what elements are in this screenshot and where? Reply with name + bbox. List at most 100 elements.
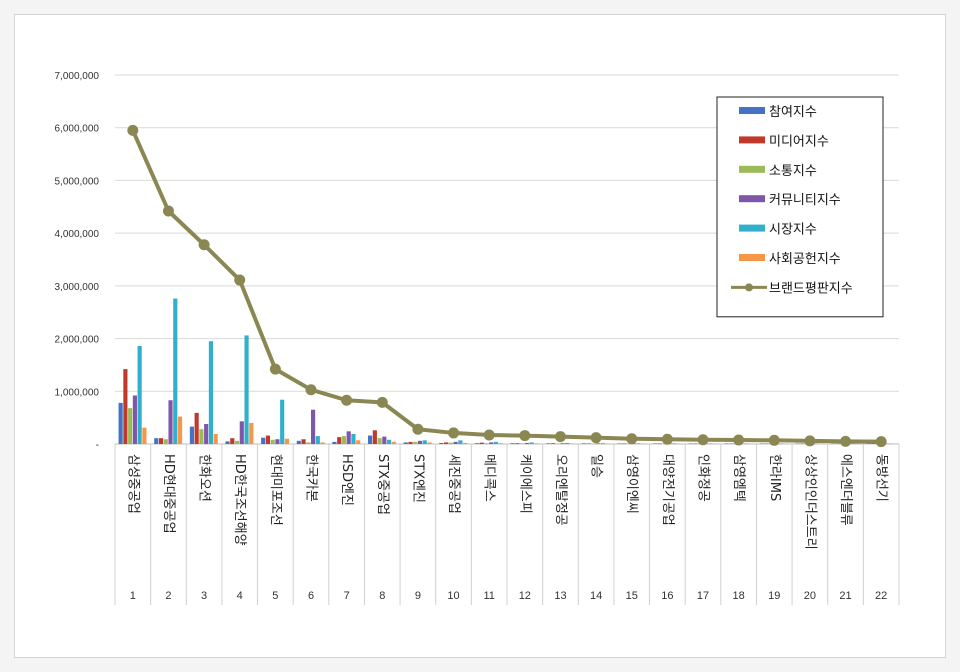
bar-참여지수 bbox=[332, 441, 337, 444]
bar-커뮤니티지수 bbox=[204, 423, 209, 444]
legend-label: 사회공헌지수 bbox=[769, 252, 841, 267]
bar-시장지수 bbox=[743, 443, 748, 444]
bar-커뮤니티지수 bbox=[382, 436, 387, 444]
y-tick-label: 5,000,000 bbox=[55, 176, 100, 187]
rank-label: 6 bbox=[308, 590, 314, 602]
bar-참여지수 bbox=[474, 443, 480, 444]
rank-label: 14 bbox=[590, 590, 602, 602]
bar-소통지수 bbox=[128, 408, 133, 444]
point-브랜드평판지수 bbox=[234, 274, 246, 286]
bar-커뮤니티지수 bbox=[560, 443, 565, 444]
bar-미디어지수 bbox=[550, 443, 556, 444]
category-label: 메디콕스 bbox=[482, 454, 497, 502]
rank-label: 7 bbox=[344, 590, 350, 602]
bar-참여지수 bbox=[261, 437, 266, 444]
bar-시장지수 bbox=[529, 442, 534, 444]
bar-소통지수 bbox=[270, 439, 275, 444]
y-tick-label: 1,000,000 bbox=[55, 387, 100, 398]
category-label: 삼영엠텍 bbox=[731, 454, 746, 502]
category-label: 오리엔탈정공 bbox=[553, 454, 568, 526]
point-브랜드평판지수 bbox=[554, 431, 566, 443]
bar-미디어지수 bbox=[337, 437, 342, 444]
legend-swatch bbox=[739, 165, 765, 173]
bar-사회공헌지수 bbox=[569, 443, 575, 444]
category-label: 한라IMS bbox=[767, 454, 782, 501]
rank-label: 13 bbox=[554, 590, 566, 602]
y-tick-label: 2,000,000 bbox=[55, 335, 100, 346]
point-브랜드평판지수 bbox=[376, 396, 388, 408]
brand-reputation-chart: - 1,000,000 2,000,000 3,000,000 4,000,000 5,0… bbox=[55, 71, 900, 605]
point-브랜드평판지수 bbox=[661, 433, 673, 445]
legend-label: 브랜드평판지수 bbox=[769, 281, 853, 296]
bar-커뮤니티지수 bbox=[453, 441, 458, 444]
bar-소통지수 bbox=[341, 436, 347, 444]
bar-시장지수 bbox=[779, 443, 784, 444]
rank-label: 9 bbox=[415, 590, 421, 602]
bar-시장지수 bbox=[244, 335, 249, 444]
bar-참여지수 bbox=[296, 440, 301, 444]
bar-시장지수 bbox=[565, 442, 570, 444]
bar-참여지수 bbox=[653, 443, 658, 444]
bar-사회공헌지수 bbox=[142, 427, 147, 444]
legend-swatch bbox=[739, 254, 765, 261]
rank-label: 10 bbox=[447, 590, 459, 602]
point-브랜드평판지수 bbox=[590, 432, 602, 444]
bar-참여지수 bbox=[617, 443, 622, 444]
bar-사회공헌지수 bbox=[463, 442, 468, 444]
bar-시장지수 bbox=[493, 441, 499, 444]
bar-참여지수 bbox=[546, 443, 551, 444]
category-label: STX엔진 bbox=[410, 454, 425, 503]
rank-label: 20 bbox=[804, 590, 816, 602]
rank-label: 1 bbox=[130, 590, 136, 602]
bar-커뮤니티지수 bbox=[275, 439, 280, 444]
rank-label: 3 bbox=[201, 590, 207, 602]
bar-소통지수 bbox=[306, 442, 311, 444]
bar-참여지수 bbox=[189, 426, 194, 444]
rank-label: 2 bbox=[165, 590, 171, 602]
bar-미디어지수 bbox=[657, 443, 663, 444]
point-브랜드평판지수 bbox=[127, 124, 139, 136]
bar-미디어지수 bbox=[444, 442, 449, 444]
bar-소통지수 bbox=[163, 439, 168, 444]
legend-label: 참여지수 bbox=[769, 105, 817, 120]
point-브랜드평판지수 bbox=[341, 394, 353, 406]
bar-미디어지수 bbox=[622, 443, 627, 444]
category-label: 인화정공 bbox=[696, 454, 711, 502]
bar-커뮤니티지수 bbox=[239, 421, 244, 444]
bar-시장지수 bbox=[280, 399, 285, 444]
category-label: HSD엔진 bbox=[339, 454, 354, 506]
bar-미디어지수 bbox=[479, 442, 484, 444]
bar-소통지수 bbox=[377, 438, 382, 444]
category-label: 한화오션 bbox=[197, 454, 212, 502]
chart-frame: - 1,000,000 2,000,000 3,000,000 4,000,000 5,0… bbox=[14, 14, 946, 658]
point-브랜드평판지수 bbox=[412, 423, 424, 435]
point-브랜드평판지수 bbox=[269, 363, 281, 375]
category-label: 삼성중공업 bbox=[125, 454, 140, 514]
category-label: STX중공업 bbox=[375, 454, 390, 515]
bar-사회공헌지수 bbox=[249, 422, 254, 444]
bar-미디어지수 bbox=[301, 439, 306, 444]
point-브랜드평판지수 bbox=[875, 436, 887, 448]
point-브랜드평판지수 bbox=[162, 205, 174, 217]
rank-label: 15 bbox=[626, 590, 638, 602]
category-label: 한국카본 bbox=[304, 454, 319, 502]
bar-사회공헌지수 bbox=[320, 442, 325, 444]
legend-swatch-marker bbox=[745, 283, 753, 292]
bar-소통지수 bbox=[520, 443, 525, 444]
legend-label: 시장지수 bbox=[769, 223, 817, 238]
point-브랜드평판지수 bbox=[840, 435, 852, 447]
bar-series bbox=[118, 298, 895, 444]
point-브랜드평판지수 bbox=[697, 434, 709, 446]
bar-소통지수 bbox=[234, 440, 240, 444]
bar-참여지수 bbox=[581, 443, 586, 444]
category-label: 대양전기공업 bbox=[660, 454, 675, 526]
bar-시장지수 bbox=[600, 443, 605, 444]
bar-시장지수 bbox=[707, 443, 712, 444]
rank-label: 11 bbox=[483, 590, 494, 602]
bar-참여지수 bbox=[439, 442, 444, 444]
bar-참여지수 bbox=[118, 402, 123, 444]
bar-참여지수 bbox=[510, 443, 515, 444]
point-브랜드평판지수 bbox=[804, 435, 816, 447]
bar-커뮤니티지수 bbox=[168, 400, 173, 444]
